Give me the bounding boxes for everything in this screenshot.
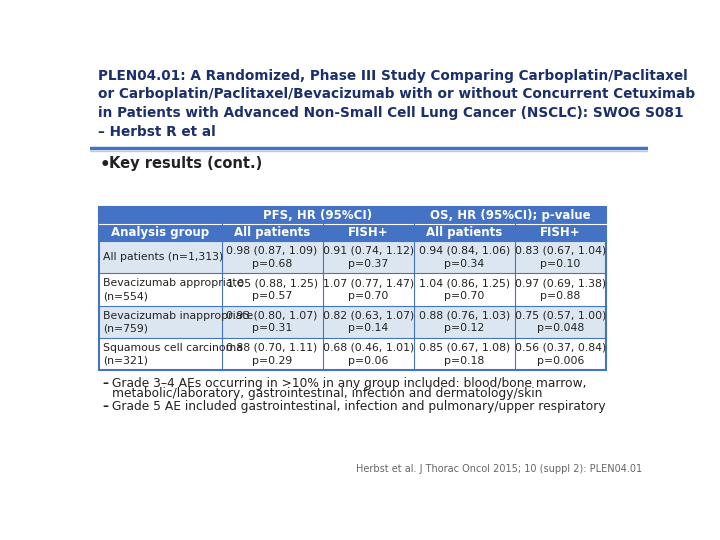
Text: All patients: All patients — [426, 226, 503, 239]
Text: 0.93 (0.80, 1.07)
p=0.31: 0.93 (0.80, 1.07) p=0.31 — [226, 310, 318, 333]
Text: PLEN04.01: A Randomized, Phase III Study Comparing Carboplatin/Paclitaxel
or Car: PLEN04.01: A Randomized, Phase III Study… — [98, 69, 695, 139]
Text: All patients (n=1,313): All patients (n=1,313) — [103, 252, 223, 262]
Text: 0.88 (0.70, 1.11)
p=0.29: 0.88 (0.70, 1.11) p=0.29 — [227, 343, 318, 366]
Text: Bevacizumab appropriate
(n=554): Bevacizumab appropriate (n=554) — [103, 278, 243, 301]
Text: metabolic/laboratory, gastrointestinal, infection and dermatology/skin: metabolic/laboratory, gastrointestinal, … — [112, 387, 542, 401]
Text: 1.04 (0.86, 1.25)
p=0.70: 1.04 (0.86, 1.25) p=0.70 — [419, 278, 510, 301]
Text: Squamous cell carcinoma
(n=321): Squamous cell carcinoma (n=321) — [103, 343, 243, 366]
Text: 0.97 (0.69, 1.38)
p=0.88: 0.97 (0.69, 1.38) p=0.88 — [515, 278, 606, 301]
Text: 1.05 (0.88, 1.25)
p=0.57: 1.05 (0.88, 1.25) p=0.57 — [227, 278, 318, 301]
Text: Grade 5 AE included gastrointestinal, infection and pulmonary/upper respiratory: Grade 5 AE included gastrointestinal, in… — [112, 400, 606, 413]
Text: Grade 3–4 AEs occurring in >10% in any group included: blood/bone marrow,: Grade 3–4 AEs occurring in >10% in any g… — [112, 377, 586, 390]
Text: Bevacizumab inappropriate
(n=759): Bevacizumab inappropriate (n=759) — [103, 310, 253, 333]
Text: 0.94 (0.84, 1.06)
p=0.34: 0.94 (0.84, 1.06) p=0.34 — [419, 246, 510, 269]
Text: 0.91 (0.74, 1.12)
p=0.37: 0.91 (0.74, 1.12) p=0.37 — [323, 246, 414, 269]
Text: Analysis group: Analysis group — [112, 226, 210, 239]
Text: –: – — [102, 377, 109, 390]
Text: 0.98 (0.87, 1.09)
p=0.68: 0.98 (0.87, 1.09) p=0.68 — [227, 246, 318, 269]
Text: 0.83 (0.67, 1.04)
p=0.10: 0.83 (0.67, 1.04) p=0.10 — [515, 246, 606, 269]
FancyBboxPatch shape — [99, 241, 606, 273]
Text: FISH+: FISH+ — [540, 226, 581, 239]
FancyBboxPatch shape — [99, 224, 606, 241]
Text: –: – — [102, 400, 109, 413]
Text: 0.68 (0.46, 1.01)
p=0.06: 0.68 (0.46, 1.01) p=0.06 — [323, 343, 414, 366]
Text: 0.88 (0.76, 1.03)
p=0.12: 0.88 (0.76, 1.03) p=0.12 — [419, 310, 510, 333]
Text: •: • — [99, 157, 110, 174]
Text: 0.56 (0.37, 0.84)
p=0.006: 0.56 (0.37, 0.84) p=0.006 — [515, 343, 606, 366]
Text: Herbst et al. J Thorac Oncol 2015; 10 (suppl 2): PLEN04.01: Herbst et al. J Thorac Oncol 2015; 10 (s… — [356, 464, 642, 475]
Text: 0.85 (0.67, 1.08)
p=0.18: 0.85 (0.67, 1.08) p=0.18 — [419, 343, 510, 366]
Text: OS, HR (95%CI); p-value: OS, HR (95%CI); p-value — [430, 209, 590, 222]
Text: All patients: All patients — [234, 226, 310, 239]
Text: 0.82 (0.63, 1.07)
p=0.14: 0.82 (0.63, 1.07) p=0.14 — [323, 310, 414, 333]
Text: PFS, HR (95%CI): PFS, HR (95%CI) — [264, 209, 372, 222]
Text: Key results (cont.): Key results (cont.) — [109, 157, 263, 171]
FancyBboxPatch shape — [99, 273, 606, 306]
Text: 1.07 (0.77, 1.47)
p=0.70: 1.07 (0.77, 1.47) p=0.70 — [323, 278, 414, 301]
FancyBboxPatch shape — [99, 306, 606, 338]
Text: FISH+: FISH+ — [348, 226, 389, 239]
FancyBboxPatch shape — [99, 338, 606, 370]
Text: 0.75 (0.57, 1.00)
p=0.048: 0.75 (0.57, 1.00) p=0.048 — [515, 310, 606, 333]
FancyBboxPatch shape — [99, 207, 606, 224]
